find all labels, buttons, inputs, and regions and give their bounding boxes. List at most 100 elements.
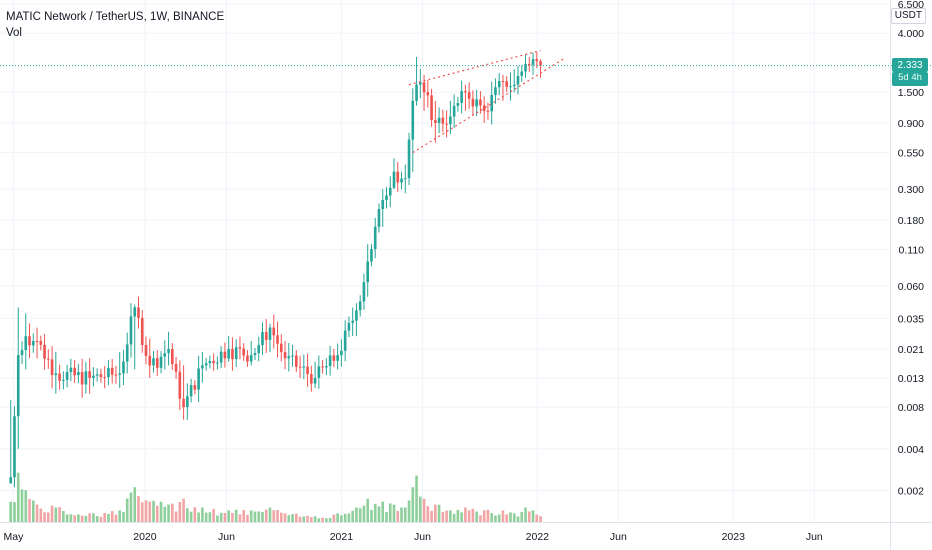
candle-body <box>182 398 185 408</box>
candle-body <box>20 350 24 356</box>
candle-body <box>418 82 422 85</box>
volume-bar <box>234 509 238 522</box>
candle-body <box>482 105 486 111</box>
candle-body <box>385 195 388 201</box>
volume-bar <box>381 501 385 522</box>
volume-bar <box>524 507 527 522</box>
symbol-title[interactable]: MATIC Network / TetherUS, 1W, BINANCE <box>6 11 225 23</box>
candle-body <box>114 374 118 376</box>
volume-bar <box>415 475 418 522</box>
volume-bar <box>306 515 309 522</box>
candle-body <box>193 385 197 390</box>
volume-bar <box>294 513 298 522</box>
volume-bar <box>332 514 336 522</box>
candle-body <box>246 355 249 362</box>
volume-bar <box>167 504 170 522</box>
candle-body <box>310 373 313 384</box>
price-tick-label: 0.550 <box>898 148 924 160</box>
candle-body <box>370 249 373 262</box>
volume-bar <box>174 511 178 522</box>
volume-bar <box>441 511 445 522</box>
candle-body <box>148 355 152 366</box>
volume-bar <box>535 514 539 522</box>
candle-body <box>84 371 88 385</box>
volume-bar <box>208 512 212 522</box>
volume-bar <box>9 501 13 522</box>
volume-bar <box>407 500 411 522</box>
candle-body <box>261 332 264 346</box>
candle-body <box>325 366 328 368</box>
time-tick-label: Jun <box>414 531 431 543</box>
volume-bar <box>486 509 490 522</box>
candle-body <box>110 367 114 375</box>
volume-bar <box>403 507 407 522</box>
candle-body <box>35 340 39 342</box>
volume-bar <box>155 505 159 522</box>
volume-bar <box>388 503 392 522</box>
volume-bar <box>178 502 182 522</box>
volume-bar <box>65 514 69 522</box>
volume-bar <box>482 510 486 522</box>
volume-bar <box>129 492 133 522</box>
candle-body <box>460 91 463 104</box>
candle-body <box>253 352 257 356</box>
candle-body <box>336 355 339 361</box>
volume-bar <box>479 515 482 522</box>
volume-bar <box>340 515 343 522</box>
volume-bar <box>170 503 174 522</box>
candle-body <box>456 103 460 106</box>
candle-body <box>73 367 76 376</box>
candle-body <box>201 365 204 369</box>
time-tick-label: Jun <box>610 531 627 543</box>
candle-body <box>294 355 298 367</box>
volume-indicator-label[interactable]: Vol <box>6 27 22 39</box>
volume-bar <box>283 513 287 522</box>
volume-bar <box>43 512 46 522</box>
volume-bar <box>35 504 39 522</box>
volume-bar <box>31 500 35 522</box>
candle-body <box>430 95 433 121</box>
volume-bar <box>223 513 227 522</box>
candle-body <box>223 351 227 359</box>
candle-body <box>535 59 539 62</box>
candle-body <box>381 200 385 210</box>
volume-bar <box>370 509 373 522</box>
candle-body <box>264 332 268 340</box>
volume-bar <box>501 510 505 522</box>
candle-body <box>189 385 193 397</box>
volume-bar <box>471 508 475 522</box>
time-tick-label: Jun <box>218 531 235 543</box>
volume-bar <box>392 504 396 522</box>
time-tick-label: May <box>3 531 24 543</box>
volume-bar <box>253 511 257 522</box>
candle-body <box>107 367 110 378</box>
volume-bar <box>114 514 118 522</box>
volume-bar <box>464 507 467 522</box>
volume-bar <box>355 507 358 522</box>
candle-body <box>178 371 182 399</box>
volume-bar <box>20 489 24 522</box>
candle-body <box>80 372 84 385</box>
volume-bar <box>328 517 332 522</box>
candle-body <box>174 364 178 372</box>
candle-body <box>54 373 58 376</box>
volume-bar <box>422 498 426 522</box>
candle-body <box>257 345 261 353</box>
candle-body <box>452 105 456 117</box>
candle-body <box>415 84 418 101</box>
volume-bar <box>84 516 88 522</box>
currency-badge[interactable]: USDT <box>890 8 926 24</box>
price-tick-label: 0.060 <box>898 281 924 293</box>
volume-bar <box>460 512 463 522</box>
time-tick-label: Jun <box>806 531 823 543</box>
volume-bar <box>385 511 388 522</box>
volume-bar <box>28 498 31 522</box>
candle-body <box>88 371 91 378</box>
candle-body <box>129 316 133 345</box>
volume-bar <box>163 506 167 522</box>
candle-body <box>212 360 215 364</box>
candle-body <box>464 91 467 93</box>
candle-body <box>167 349 170 354</box>
candle-body <box>69 367 73 373</box>
